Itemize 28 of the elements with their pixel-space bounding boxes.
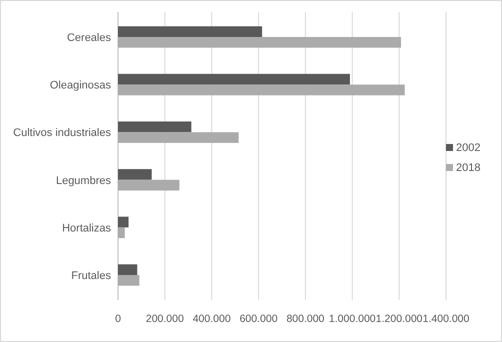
y-tick-label: Cultivos industriales (13, 127, 112, 140)
bar (118, 169, 152, 180)
y-tick-label: Legumbres (56, 174, 112, 187)
x-tick-label: 0 (115, 313, 122, 325)
x-tick-label: 1.400.000 (422, 313, 470, 325)
bar (118, 121, 192, 132)
x-tick-label: 800.000 (286, 313, 325, 325)
legend-label: 2018 (456, 162, 480, 174)
y-tick-label: Frutales (71, 270, 112, 282)
bar (118, 216, 129, 228)
y-tick-label: Hortalizas (62, 222, 112, 234)
legend-label: 2002 (456, 142, 480, 154)
bar (118, 132, 239, 143)
bar (118, 264, 138, 276)
bar (118, 36, 402, 48)
bar (118, 227, 125, 238)
x-tick-label: 1.200.000 (376, 313, 423, 325)
y-tick-label: Oleaginosas (50, 80, 112, 92)
x-tick-label: 400.000 (192, 313, 231, 325)
x-tick-label: 1.000.000 (328, 313, 376, 325)
x-tick-label: 200.000 (146, 313, 184, 325)
bar (118, 84, 405, 96)
bar (118, 74, 350, 85)
bar (118, 180, 180, 191)
bar (118, 275, 140, 286)
bar (118, 26, 262, 37)
y-tick-label: Cereales (66, 32, 112, 44)
x-tick-label: 600.000 (240, 313, 278, 325)
